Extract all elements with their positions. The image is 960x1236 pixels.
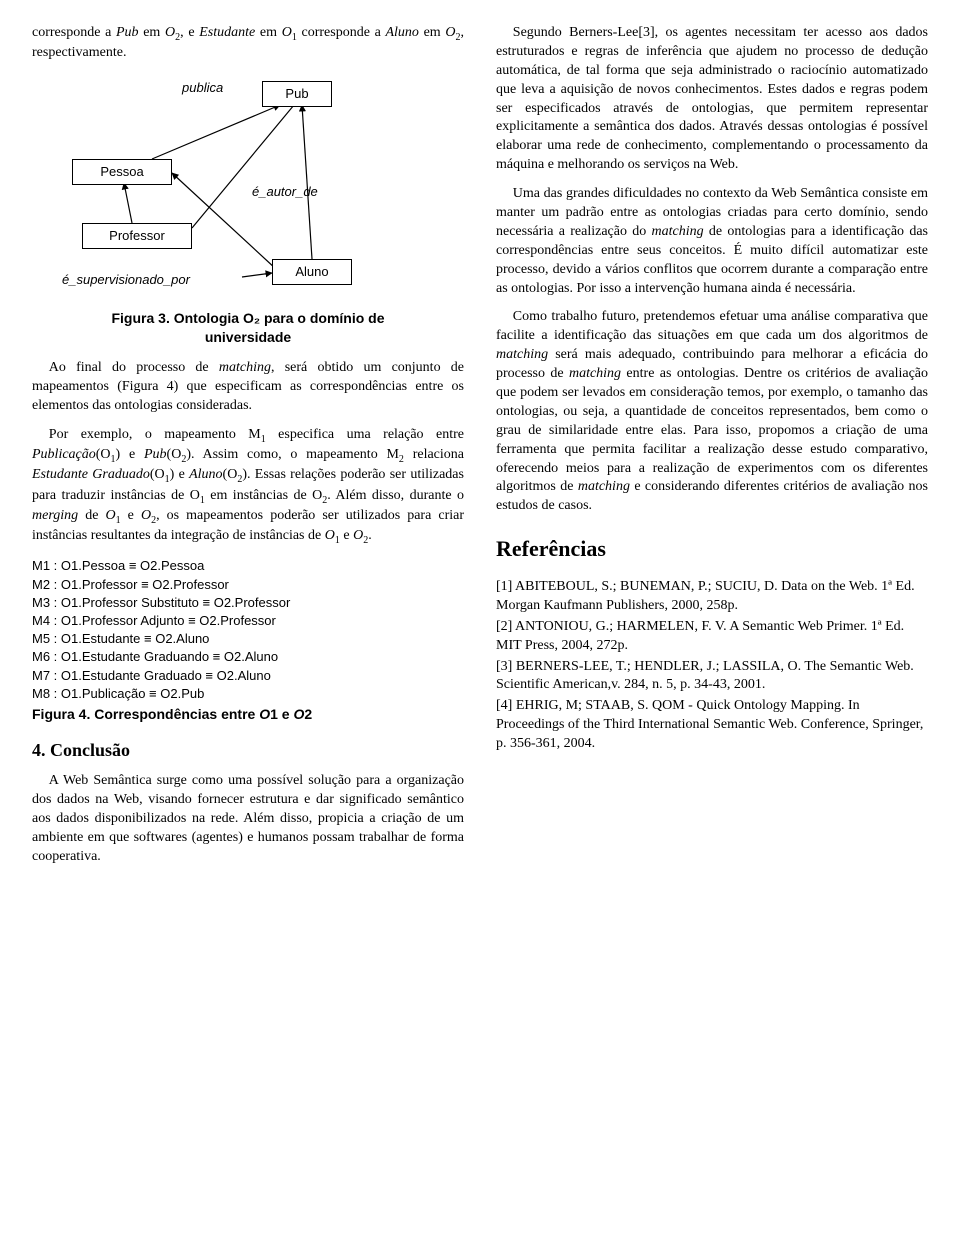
figure-3-prefix: Figura 3. xyxy=(111,310,169,326)
right-p3: Como trabalho futuro, pretendemos efetua… xyxy=(496,308,928,516)
intro-paragraph: corresponde a Pub em O2, e Estudante em … xyxy=(32,24,464,63)
figure-3-text-1: Ontologia O₂ para o domínio de xyxy=(170,310,385,326)
two-column-layout: corresponde a Pub em O2, e Estudante em … xyxy=(32,24,928,877)
figure-4-caption: Figura 4. Correspondências entre O1 e O2 xyxy=(32,705,464,724)
diagram-box-pessoa: Pessoa xyxy=(72,159,172,185)
right-p1: Segundo Berners-Lee[3], os agentes neces… xyxy=(496,24,928,175)
figure-4-prefix: Figura 4. xyxy=(32,706,90,722)
conclusion-paragraph: A Web Semântica surge como uma possível … xyxy=(32,772,464,866)
diagram-box-aluno: Aluno xyxy=(272,259,352,285)
paragraph-example: Por exemplo, o mapeamento M1 especifica … xyxy=(32,426,464,548)
diagram-lines xyxy=(32,73,452,303)
figure-3-diagram: Pub Pessoa Professor Aluno publica é_aut… xyxy=(32,73,452,303)
left-column: corresponde a Pub em O2, e Estudante em … xyxy=(32,24,464,877)
reference-item: [1] ABITEBOUL, S.; BUNEMAN, P.; SUCIU, D… xyxy=(496,578,928,616)
right-column: Segundo Berners-Lee[3], os agentes neces… xyxy=(496,24,928,877)
reference-item: [4] EHRIG, M; STAAB, S. QOM - Quick Onto… xyxy=(496,697,928,754)
section-4-heading: 4. Conclusão xyxy=(32,738,464,762)
diagram-label-autor: é_autor_de xyxy=(252,183,318,201)
right-p2: Uma das grandes dificuldades no contexto… xyxy=(496,185,928,298)
figure-3-text-2: universidade xyxy=(205,329,291,345)
diagram-box-professor: Professor xyxy=(82,223,192,249)
references-heading: Referências xyxy=(496,534,928,564)
diagram-box-pub: Pub xyxy=(262,81,332,107)
paragraph-matching: Ao final do processo de matching, será o… xyxy=(32,359,464,416)
references-list: [1] ABITEBOUL, S.; BUNEMAN, P.; SUCIU, D… xyxy=(496,578,928,754)
diagram-label-superv: é_supervisionado_por xyxy=(62,271,190,289)
para2a: Ao final do processo de xyxy=(49,360,219,375)
figure-4-text: Correspondências entre O1 e O2 xyxy=(90,706,312,722)
mappings-block: M1 : O1.Pessoa ≡ O2.Pessoa M2 : O1.Profe… xyxy=(32,557,464,703)
diagram-label-publica: publica xyxy=(182,79,223,97)
figure-3-caption: Figura 3. Ontologia O₂ para o domínio de… xyxy=(32,309,464,347)
reference-item: [2] ANTONIOU, G.; HARMELEN, F. V. A Sema… xyxy=(496,618,928,656)
reference-item: [3] BERNERS-LEE, T.; HENDLER, J.; LASSIL… xyxy=(496,658,928,696)
para2-match: matching xyxy=(219,360,271,375)
